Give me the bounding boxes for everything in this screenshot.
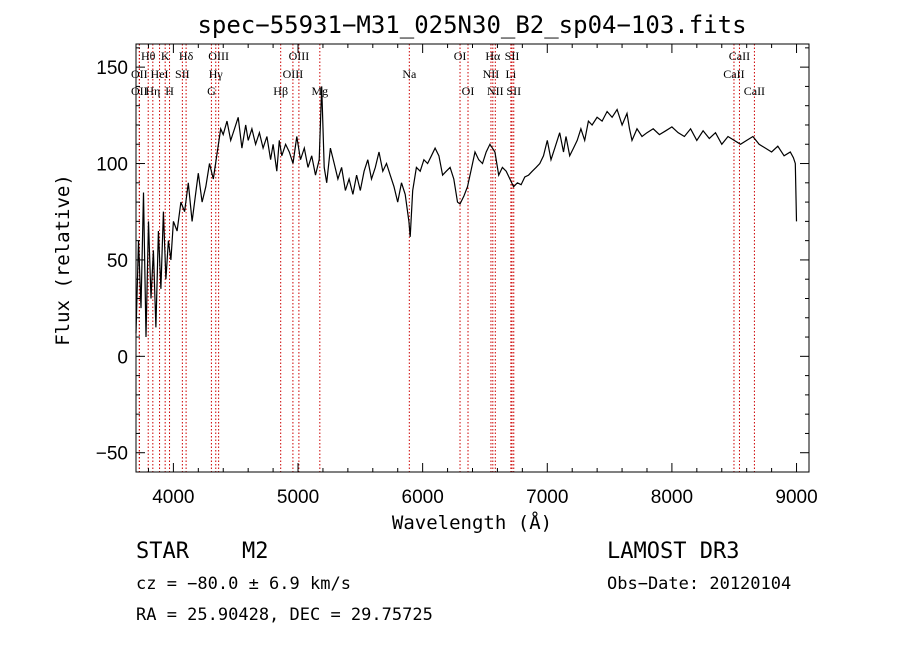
survey-name: LAMOST DR3 xyxy=(607,539,739,564)
line-marker-label-14: Na xyxy=(402,67,417,81)
line-marker-label-19: Hη xyxy=(145,84,160,98)
y-tick-label-2: 50 xyxy=(107,251,128,272)
line-marker-label-6: Hα xyxy=(485,49,501,63)
line-marker-label-27: CaII xyxy=(744,84,765,98)
x-tick-label-2: 6000 xyxy=(402,487,444,508)
line-marker-label-0: Hθ xyxy=(141,49,156,63)
line-marker-label-11: SII xyxy=(175,67,190,81)
x-tick-label-1: 5000 xyxy=(277,487,319,508)
chart-title: spec−55931−M31_025N30_B2_sp04−103.fits xyxy=(197,11,746,39)
x-tick-label-0: 4000 xyxy=(152,487,194,508)
line-marker-label-8: CaII xyxy=(729,49,750,63)
line-marker-label-24: OI xyxy=(462,84,475,98)
line-markers-group xyxy=(138,44,755,472)
line-marker-label-16: Li xyxy=(506,67,517,81)
y-tick-label-4: 150 xyxy=(96,58,128,79)
spectrum-series-line xyxy=(135,86,798,338)
line-marker-label-3: OIII xyxy=(208,49,229,63)
line-marker-label-21: G xyxy=(207,84,216,98)
line-marker-label-7: SII xyxy=(505,49,520,63)
line-marker-label-23: Mg xyxy=(311,84,328,98)
object-subclass: M2 xyxy=(242,539,269,564)
x-axis-label: Wavelength (Å) xyxy=(392,511,552,534)
line-marker-label-10: HeI xyxy=(151,67,169,81)
coordinates: RA = 25.90428, DEC = 29.75725 xyxy=(136,605,433,625)
line-marker-label-4: OIII xyxy=(289,49,310,63)
line-marker-label-5: OI xyxy=(454,49,467,63)
observation-date: Obs−Date: 20120104 xyxy=(607,574,791,594)
line-marker-label-1: K xyxy=(161,49,170,63)
redshift-velocity: cz = −80.0 ± 6.9 km/s xyxy=(136,574,351,594)
y-axis-label: Flux (relative) xyxy=(52,174,74,346)
line-marker-label-2: Hδ xyxy=(179,49,194,63)
line-marker-label-25: NII xyxy=(487,84,504,98)
line-marker-label-17: CaII xyxy=(723,67,744,81)
x-tick-label-5: 9000 xyxy=(775,487,817,508)
line-marker-label-13: OIII xyxy=(283,67,304,81)
line-marker-label-9: OII xyxy=(131,67,148,81)
line-marker-label-26: SII xyxy=(506,84,521,98)
x-axis: 4000 5000 6000 7000 8000 9000 xyxy=(147,44,818,508)
x-tick-label-3: 7000 xyxy=(526,487,568,508)
y-tick-label-3: 100 xyxy=(96,155,128,176)
object-class: STAR xyxy=(136,539,190,564)
line-marker-label-12: Hγ xyxy=(209,67,224,81)
line-marker-label-15: NII xyxy=(483,67,500,81)
line-marker-labels-group: Hθ K Hδ OIII OIII OI Hα SII CaII OII HeI SII Hγ OIII N… xyxy=(131,49,765,98)
line-marker-label-18: OII xyxy=(131,84,148,98)
y-tick-label-1: 0 xyxy=(117,347,128,368)
y-tick-label-0: −50 xyxy=(96,444,128,465)
line-marker-label-20: H xyxy=(165,84,174,98)
y-axis: −50 0 50 100 150 xyxy=(96,47,809,465)
x-tick-label-4: 8000 xyxy=(651,487,693,508)
line-marker-label-22: Hβ xyxy=(273,84,288,98)
plot-frame xyxy=(135,43,810,473)
